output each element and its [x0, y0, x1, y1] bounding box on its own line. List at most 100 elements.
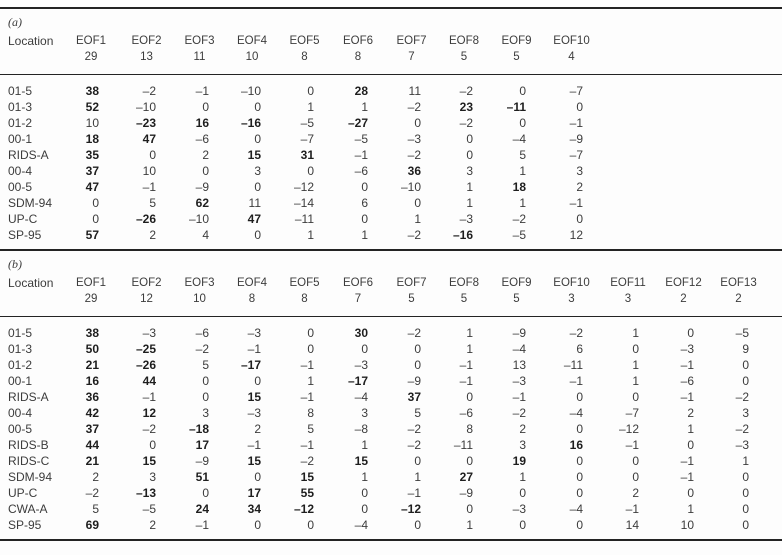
value-cell: 69	[85, 518, 99, 532]
value-cell: 1	[687, 422, 694, 436]
value-cell: –23	[135, 116, 156, 130]
table-row: RIDS-C 21 15 –9 15 –2 15 0 0 19 0 0 –1 1	[0, 453, 782, 469]
value-cell: 9	[742, 342, 749, 356]
value-cell: 44	[85, 438, 99, 452]
row-label: SDM-94	[8, 470, 53, 484]
value-cell: 0	[414, 116, 421, 130]
value-cell: 1	[361, 438, 368, 452]
value-cell: 11	[248, 196, 261, 210]
row-label: RIDS-A	[8, 390, 49, 404]
empty-cell	[711, 99, 766, 115]
value-cell: –3	[142, 326, 156, 340]
value-cell: –2	[195, 342, 209, 356]
value-cell: 37	[85, 422, 99, 436]
column-header: EOF10	[553, 35, 590, 47]
spacer-cell	[766, 227, 782, 249]
value-cell: 19	[512, 454, 526, 468]
empty-cell	[711, 163, 766, 179]
value-cell: –1	[680, 454, 694, 468]
eof-table-a: Location EOF1 EOF2 EOF3 EOF4 EOF5 EOF6 EOF7 EOF8…	[0, 32, 782, 249]
table-row: 00-1 18 47 –6 0 –7 –5 –3 0 –4 –9	[0, 131, 782, 147]
value-cell: –16	[240, 116, 261, 130]
value-cell: –2	[512, 406, 526, 420]
column-header: EOF2	[131, 277, 162, 289]
value-cell: 5	[92, 502, 99, 516]
value-cell: 0	[202, 100, 209, 114]
value-cell: 0	[742, 486, 749, 500]
value-cell: –1	[407, 486, 421, 500]
spacer-cell	[766, 501, 782, 517]
value-cell: –5	[735, 326, 749, 340]
value-cell: 0	[576, 486, 583, 500]
table-b-section: (b) Location EOF1 EOF2 EOF3 EOF4 EOF5 EOF6 EOF7…	[0, 251, 782, 539]
value-cell: –3	[459, 212, 473, 226]
value-cell: 5	[202, 358, 209, 372]
column-header: EOF7	[396, 35, 427, 47]
value-cell: 0	[202, 374, 209, 388]
value-cell: 16	[569, 438, 583, 452]
value-cell: –4	[354, 390, 368, 404]
value-cell: 5	[519, 148, 526, 162]
value-cell: 21	[85, 358, 99, 372]
value-cell: –5	[512, 228, 526, 242]
row-label: UP-C	[8, 486, 38, 500]
empty-cell	[600, 75, 656, 100]
column-header: EOF4	[236, 35, 268, 47]
value-cell: 62	[195, 196, 209, 210]
value-cell: –3	[735, 438, 749, 452]
row-label: 00-5	[8, 180, 33, 194]
value-cell: –4	[569, 502, 583, 516]
table-row: 00-5 47 –1 –9 0 –12 0 –10 1 18 2	[0, 179, 782, 195]
value-cell: 0	[576, 100, 583, 114]
value-cell: 0	[149, 148, 156, 162]
spacer-cell	[766, 517, 782, 539]
spacer-cell	[766, 163, 782, 179]
empty-cell	[711, 147, 766, 163]
value-cell: –2	[512, 212, 526, 226]
empty-cell	[656, 147, 711, 163]
table-row: 00-5 37 –2 –18 2 5 –8 –2 8 2 0 –12 1 –2	[0, 421, 782, 437]
value-cell: 17	[195, 438, 209, 452]
row-label: 01-2	[8, 116, 33, 130]
value-cell: –7	[569, 148, 583, 162]
eof-table-b: Location EOF1 EOF2 EOF3 EOF4 EOF5 EOF6 EOF7 EOF8…	[0, 274, 782, 539]
value-cell: 0	[414, 518, 421, 532]
value-cell: 0	[414, 342, 421, 356]
value-cell: –1	[569, 374, 583, 388]
table-row: RIDS-A 36 –1 0 15 –1 –4 37 0 –1 0 0 –1 –2	[0, 389, 782, 405]
spacer-cell	[766, 99, 782, 115]
empty-cell	[656, 163, 711, 179]
value-cell: 15	[300, 470, 314, 484]
value-cell: 1	[361, 100, 368, 114]
empty-cell	[600, 227, 656, 249]
value-cell: –11	[453, 438, 473, 452]
value-cell: –1	[625, 438, 639, 452]
value-cell: –2	[407, 438, 421, 452]
eof-loadings-figure: (a) Location EOF1 EOF2 EOF3 EOF4 EOF5 EOF6 EOF7…	[0, 7, 782, 555]
value-cell: –14	[293, 196, 314, 210]
table-row: 00-1 16 44 0 0 1 –17 –9 –1 –3 –1 1 –6 0	[0, 373, 782, 389]
column-header: EOF1	[75, 35, 107, 47]
empty-cell	[600, 99, 656, 115]
spacer-cell	[766, 357, 782, 373]
value-cell: –2	[569, 326, 583, 340]
value-cell: 38	[85, 84, 99, 98]
column-header: EOF9	[501, 35, 532, 47]
value-cell: –1	[459, 358, 473, 372]
column-header: EOF8	[448, 277, 480, 289]
value-cell: 0	[632, 454, 639, 468]
value-cell: 0	[254, 518, 261, 532]
empty-cell	[600, 195, 656, 211]
value-cell: 30	[354, 326, 368, 340]
value-cell: 0	[414, 454, 421, 468]
value-cell: 0	[254, 374, 261, 388]
value-cell: –6	[459, 406, 473, 420]
value-cell: 55	[300, 486, 314, 500]
value-cell: 1	[361, 470, 368, 484]
explained-variance-value	[600, 49, 656, 75]
value-cell: –10	[240, 84, 261, 98]
explained-variance-value: 5	[385, 291, 438, 317]
value-cell: 21	[85, 454, 99, 468]
explained-variance-value: 10	[226, 49, 278, 75]
column-header	[600, 32, 656, 49]
